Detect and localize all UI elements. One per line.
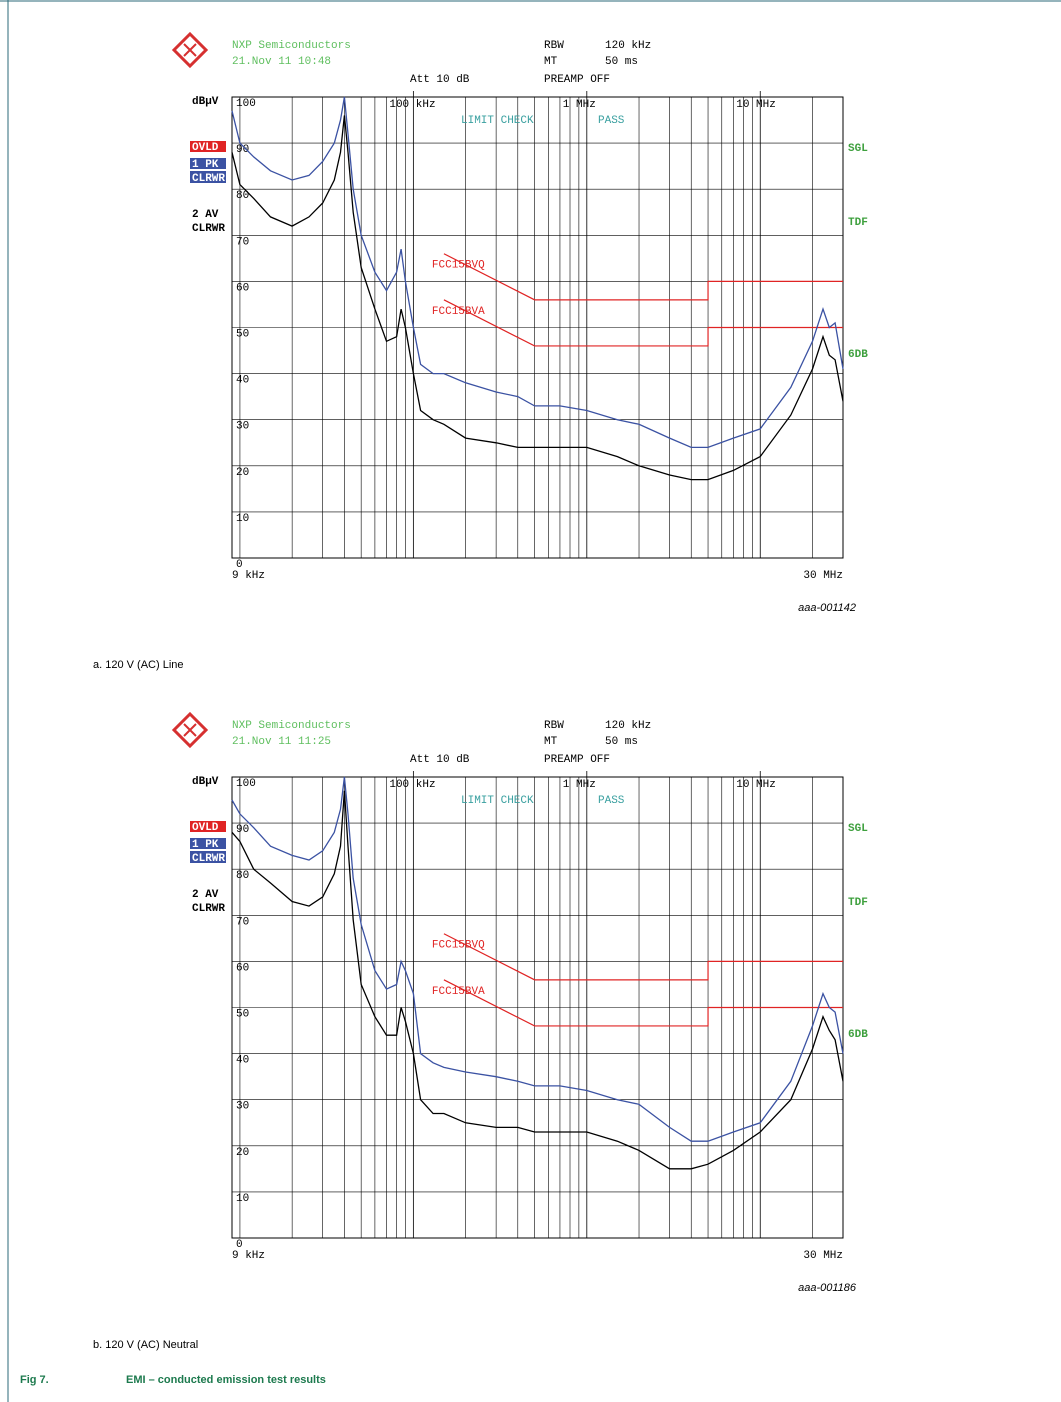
- header-text: 50 ms: [605, 56, 638, 68]
- header-text: 21.Nov 11 10:48: [232, 56, 331, 68]
- y-tick-label: 90: [236, 824, 249, 836]
- limit-name: FCC15BVA: [432, 306, 485, 318]
- status-label: 6DB: [848, 349, 868, 361]
- y-tick-label: 70: [236, 236, 249, 248]
- trace: [231, 790, 844, 1170]
- y-tick-label: 90: [236, 144, 249, 156]
- legend-name: 1 PK: [192, 159, 219, 171]
- y-tick-label: 80: [236, 190, 249, 202]
- legend-name: 2 AV: [192, 209, 219, 221]
- limit-name: FCC15BVQ: [432, 940, 485, 952]
- status-label: TDF: [848, 217, 868, 229]
- header-text: PREAMP OFF: [544, 74, 610, 86]
- header-text: NXP Semiconductors: [232, 720, 351, 732]
- y-tick-label: 20: [236, 1147, 249, 1159]
- y-tick-label: 10: [236, 1193, 249, 1205]
- header-text: RBW: [544, 40, 564, 52]
- status-label: 6DB: [848, 1029, 868, 1041]
- emi-chart: NXP Semiconductors 21.Nov 11 11:25 RBW 120 …: [93, 711, 868, 1351]
- x-tick-label: 1 MHz: [563, 779, 596, 791]
- y-tick-label: 30: [236, 421, 249, 433]
- trace: [231, 115, 844, 481]
- header-text: 21.Nov 11 11:25: [232, 736, 331, 748]
- legend-mode: CLRWR: [192, 173, 225, 185]
- legend-box: [190, 171, 226, 183]
- header-text: 50 ms: [605, 736, 638, 748]
- y-axis-label: dBµV: [192, 96, 219, 108]
- legend-mode: CLRWR: [192, 903, 225, 915]
- x-tick-label: 10 MHz: [736, 779, 776, 791]
- status-label: SGL: [848, 823, 868, 835]
- figure-id: aaa-001142: [798, 602, 856, 614]
- limit-name: FCC15BVA: [432, 986, 485, 998]
- ovld-label: OVLD: [192, 822, 219, 834]
- limit-result: PASS: [598, 795, 625, 807]
- emi-chart: NXP Semiconductors 21.Nov 11 10:48 RBW 120 …: [93, 31, 868, 671]
- status-label: SGL: [848, 143, 868, 155]
- header-text: Att 10 dB: [410, 754, 470, 766]
- legend-mode: CLRWR: [192, 853, 225, 865]
- header-text: 120 kHz: [605, 720, 651, 732]
- y-tick-label: 60: [236, 282, 249, 294]
- y-tick-label: 70: [236, 916, 249, 928]
- figure-title: EMI – conducted emission test results: [126, 1374, 326, 1386]
- trace: [231, 96, 844, 449]
- header-text: RBW: [544, 720, 564, 732]
- caption: b. 120 V (AC) Neutral: [93, 1339, 198, 1351]
- legend-box: [190, 838, 226, 849]
- legend-box: [190, 158, 226, 169]
- caption: a. 120 V (AC) Line: [93, 659, 184, 671]
- header-text: MT: [544, 56, 558, 68]
- header-text: MT: [544, 736, 558, 748]
- status-label: TDF: [848, 897, 868, 909]
- y-tick-label: 0: [236, 559, 243, 571]
- limit-result: PASS: [598, 115, 625, 127]
- y-tick-label: 10: [236, 513, 249, 525]
- x-max-label: 30 MHz: [803, 570, 843, 582]
- ovld-label: OVLD: [192, 142, 219, 154]
- header-text: PREAMP OFF: [544, 754, 610, 766]
- limit-line: [443, 979, 843, 1027]
- x-tick-label: 1 MHz: [563, 99, 596, 111]
- y-axis-label: dBµV: [192, 776, 219, 788]
- legend-name: 2 AV: [192, 889, 219, 901]
- limit-name: FCC15BVQ: [432, 260, 485, 272]
- limit-line: [443, 253, 843, 301]
- figure-id: aaa-001186: [798, 1282, 857, 1294]
- limit-line: [443, 299, 843, 347]
- limit-line: [443, 933, 843, 981]
- y-tick-label: 50: [236, 1009, 249, 1021]
- y-tick-label: 0: [236, 1239, 243, 1251]
- figure-label: Fig 7.: [20, 1374, 49, 1386]
- x-min-label: 9 kHz: [232, 570, 265, 582]
- y-tick-label: 100: [236, 98, 256, 110]
- legend-box: [190, 851, 226, 863]
- x-tick-label: 100 kHz: [389, 99, 435, 111]
- y-tick-label: 30: [236, 1101, 249, 1113]
- logo-mark: [183, 43, 197, 57]
- trace: [231, 776, 844, 1142]
- header-text: NXP Semiconductors: [232, 40, 351, 52]
- x-tick-label: 10 MHz: [736, 99, 776, 111]
- y-tick-label: 100: [236, 778, 256, 790]
- ovld-box: [190, 141, 226, 152]
- limit-check: LIMIT CHECK: [461, 115, 534, 127]
- logo-mark: [183, 723, 197, 737]
- ovld-box: [190, 821, 226, 832]
- legend-name: 1 PK: [192, 839, 219, 851]
- legend-mode: CLRWR: [192, 223, 225, 235]
- x-tick-label: 100 kHz: [389, 779, 435, 791]
- limit-check: LIMIT CHECK: [461, 795, 534, 807]
- y-tick-label: 80: [236, 870, 249, 882]
- x-max-label: 30 MHz: [803, 1250, 843, 1262]
- y-tick-label: 40: [236, 1055, 249, 1067]
- y-tick-label: 40: [236, 375, 249, 387]
- y-tick-label: 60: [236, 962, 249, 974]
- y-tick-label: 50: [236, 329, 249, 341]
- header-text: Att 10 dB: [410, 74, 470, 86]
- x-min-label: 9 kHz: [232, 1250, 265, 1262]
- header-text: 120 kHz: [605, 40, 651, 52]
- y-tick-label: 20: [236, 467, 249, 479]
